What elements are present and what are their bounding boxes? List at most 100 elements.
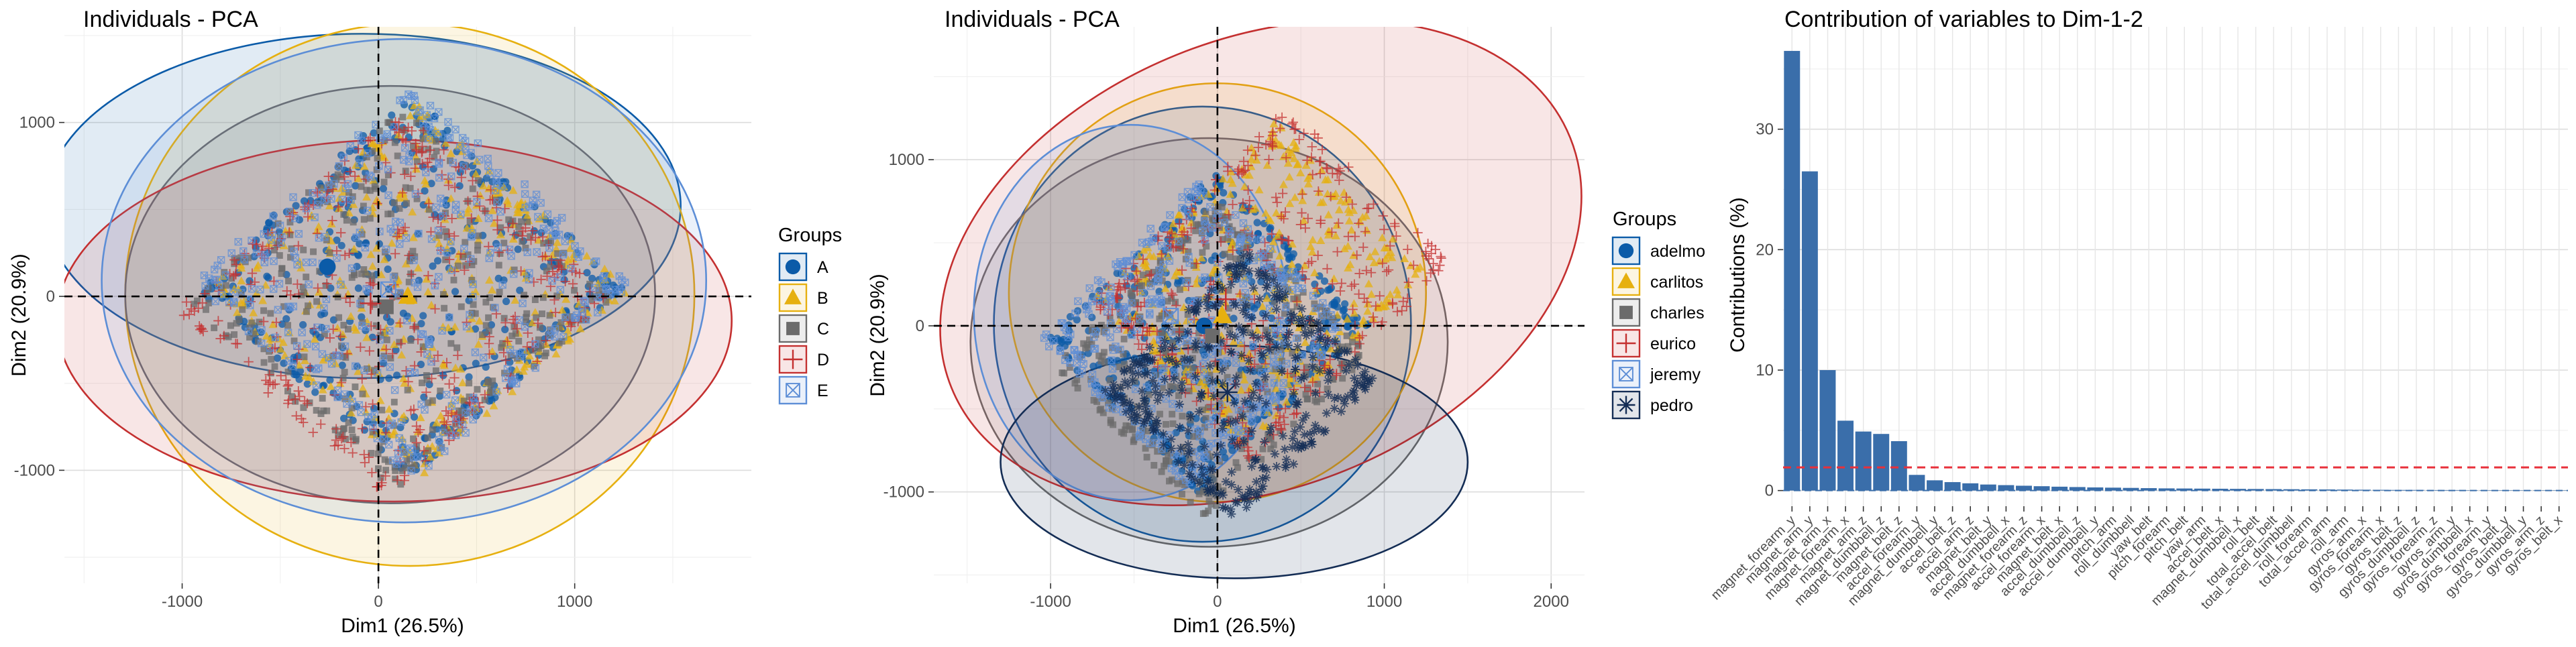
point-E xyxy=(291,215,299,223)
point-E xyxy=(215,281,223,289)
point-C xyxy=(474,177,482,184)
point-C xyxy=(501,369,508,377)
point-eurico xyxy=(1368,199,1379,209)
point-pedro xyxy=(1275,295,1285,304)
point-charles xyxy=(1232,255,1240,262)
point-D xyxy=(377,477,387,488)
point-pedro xyxy=(1183,449,1193,459)
point-C xyxy=(350,219,357,226)
point-eurico xyxy=(1142,327,1152,337)
point-C xyxy=(316,200,323,207)
point-C xyxy=(235,316,243,323)
point-charles xyxy=(1342,360,1349,367)
point-C xyxy=(498,344,505,351)
point-eurico xyxy=(1307,141,1317,152)
point-D xyxy=(359,449,370,460)
point-D xyxy=(433,350,443,361)
point-E xyxy=(510,270,518,278)
point-pedro xyxy=(1290,426,1299,436)
point-eurico xyxy=(1146,270,1157,280)
point-pedro xyxy=(1339,394,1349,404)
point-charles xyxy=(1208,501,1215,508)
point-pedro xyxy=(1186,412,1195,421)
point-B xyxy=(350,245,359,253)
point-charles xyxy=(1136,313,1144,320)
point-carlitos xyxy=(1275,251,1285,260)
point-B xyxy=(490,219,499,227)
point-B xyxy=(488,206,497,215)
point-E xyxy=(507,252,515,260)
point-charles xyxy=(1159,331,1167,338)
point-jeremy xyxy=(1090,333,1098,341)
point-D xyxy=(417,159,427,169)
point-C xyxy=(482,298,490,306)
point-A xyxy=(303,380,311,388)
point-jeremy xyxy=(1113,325,1121,333)
point-eurico xyxy=(1424,253,1434,264)
point-pedro xyxy=(1173,457,1183,467)
point-eurico xyxy=(1297,208,1307,218)
point-E xyxy=(492,388,500,396)
point-C xyxy=(380,438,387,445)
point-charles xyxy=(1219,236,1226,243)
point-A xyxy=(429,262,437,270)
point-carlitos xyxy=(1246,162,1256,170)
point-pedro xyxy=(1203,478,1213,487)
point-D xyxy=(347,448,358,458)
bar-yaw_belt xyxy=(2141,488,2157,491)
point-C xyxy=(377,474,384,481)
point-jeremy xyxy=(1088,370,1097,379)
point-pedro xyxy=(1265,335,1275,345)
point-C xyxy=(286,219,294,226)
point-C xyxy=(515,337,523,345)
point-pedro xyxy=(1125,363,1135,373)
point-charles xyxy=(1293,303,1301,310)
point-jeremy xyxy=(1260,261,1268,270)
point-pedro xyxy=(1312,318,1322,328)
point-E xyxy=(389,273,398,282)
point-eurico xyxy=(1377,258,1388,268)
point-jeremy xyxy=(1236,337,1245,345)
point-charles xyxy=(1150,268,1157,276)
point-C xyxy=(227,322,234,329)
point-C xyxy=(358,270,365,278)
point-pedro xyxy=(1293,398,1303,407)
point-charles xyxy=(1088,341,1095,348)
point-C xyxy=(522,244,529,251)
point-E xyxy=(347,196,355,204)
point-B xyxy=(372,243,381,252)
point-pedro xyxy=(1184,305,1193,314)
point-C xyxy=(371,183,378,190)
point-D xyxy=(284,379,294,390)
point-D xyxy=(345,297,355,308)
point-pedro xyxy=(1137,386,1147,396)
point-E xyxy=(405,158,413,166)
point-B xyxy=(502,196,512,204)
legend-label-pedro: pedro xyxy=(1650,396,1693,415)
point-B xyxy=(254,261,263,269)
point-eurico xyxy=(1363,203,1374,213)
point-E xyxy=(458,420,467,429)
point-D xyxy=(406,406,416,416)
point-C xyxy=(553,292,561,300)
point-pedro xyxy=(1168,343,1177,352)
point-carlitos xyxy=(1263,294,1272,302)
point-B xyxy=(425,453,435,461)
point-carlitos xyxy=(1156,249,1165,257)
point-A xyxy=(500,276,508,284)
point-E xyxy=(484,214,493,223)
point-pedro xyxy=(1174,334,1184,343)
point-C xyxy=(518,218,525,225)
point-E xyxy=(257,339,266,347)
point-D xyxy=(486,185,496,195)
point-carlitos xyxy=(1208,268,1217,277)
point-charles xyxy=(1145,270,1152,278)
point-adelmo xyxy=(1254,416,1262,424)
point-C xyxy=(547,263,553,270)
point-A xyxy=(292,202,300,210)
point-E xyxy=(556,286,565,294)
point-B xyxy=(447,400,455,408)
point-A xyxy=(370,129,378,137)
point-E xyxy=(248,236,256,245)
point-B xyxy=(376,396,385,404)
